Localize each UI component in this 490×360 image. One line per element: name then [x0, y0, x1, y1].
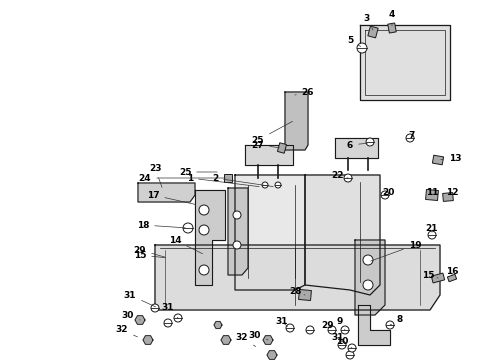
Circle shape	[164, 319, 172, 327]
Text: 25: 25	[252, 121, 293, 144]
Text: 12: 12	[446, 188, 458, 197]
Polygon shape	[135, 316, 145, 324]
Circle shape	[428, 231, 436, 239]
Circle shape	[286, 324, 294, 332]
Bar	[447, 274, 457, 282]
Text: 31: 31	[162, 303, 178, 318]
Circle shape	[233, 241, 241, 249]
Text: 29: 29	[134, 246, 165, 257]
Text: 27: 27	[252, 140, 279, 149]
Bar	[298, 289, 312, 301]
Polygon shape	[228, 188, 248, 275]
Circle shape	[306, 326, 314, 334]
Text: 8: 8	[390, 315, 403, 325]
Text: 29: 29	[322, 320, 334, 329]
Text: 31: 31	[276, 318, 288, 327]
Polygon shape	[235, 175, 305, 290]
Polygon shape	[138, 183, 195, 202]
Polygon shape	[358, 305, 390, 345]
Circle shape	[151, 304, 159, 312]
Circle shape	[363, 280, 373, 290]
Circle shape	[199, 265, 209, 275]
Circle shape	[386, 321, 394, 329]
Polygon shape	[267, 351, 277, 359]
Text: 32: 32	[236, 333, 256, 347]
Text: 31: 31	[332, 333, 344, 343]
Polygon shape	[245, 145, 293, 165]
Bar	[224, 174, 232, 182]
Text: 15: 15	[422, 270, 438, 279]
Text: 1: 1	[187, 174, 259, 186]
Circle shape	[275, 182, 281, 188]
Polygon shape	[360, 25, 450, 100]
Polygon shape	[155, 245, 440, 310]
Bar	[388, 23, 396, 33]
Bar	[368, 26, 378, 38]
Polygon shape	[263, 336, 273, 344]
Text: 30: 30	[122, 310, 140, 320]
Circle shape	[328, 326, 336, 334]
Text: 14: 14	[169, 235, 202, 254]
Polygon shape	[195, 190, 225, 285]
Polygon shape	[143, 336, 153, 344]
Text: 22: 22	[332, 171, 348, 180]
Circle shape	[406, 134, 414, 142]
Text: 20: 20	[382, 188, 394, 197]
Bar	[442, 193, 453, 202]
Text: 28: 28	[289, 288, 305, 297]
Circle shape	[174, 314, 182, 322]
Polygon shape	[335, 138, 378, 158]
Polygon shape	[355, 240, 385, 315]
Bar	[432, 155, 443, 165]
Polygon shape	[285, 92, 308, 150]
Circle shape	[183, 223, 193, 233]
Text: 16: 16	[446, 267, 458, 276]
Polygon shape	[305, 175, 380, 295]
Text: 15: 15	[134, 251, 165, 260]
Circle shape	[381, 191, 389, 199]
Text: 3: 3	[363, 14, 373, 30]
Polygon shape	[214, 321, 222, 328]
Circle shape	[346, 351, 354, 359]
Bar	[431, 273, 445, 283]
Text: 7: 7	[409, 131, 415, 140]
Text: 18: 18	[137, 220, 185, 230]
Circle shape	[233, 211, 241, 219]
Text: 9: 9	[337, 318, 345, 330]
Text: 6: 6	[347, 140, 367, 149]
Text: 21: 21	[426, 224, 438, 233]
Text: 13: 13	[441, 153, 461, 162]
Circle shape	[341, 326, 349, 334]
Circle shape	[262, 182, 268, 188]
Text: 26: 26	[295, 87, 314, 96]
Text: 23: 23	[149, 163, 162, 188]
Text: 31: 31	[124, 291, 155, 307]
Circle shape	[357, 43, 367, 53]
Text: 32: 32	[116, 325, 138, 337]
Circle shape	[363, 255, 373, 265]
Circle shape	[366, 138, 374, 146]
Circle shape	[199, 205, 209, 215]
Text: 24: 24	[139, 174, 225, 183]
Text: 10: 10	[336, 338, 352, 348]
Bar	[426, 189, 439, 201]
Circle shape	[338, 341, 346, 349]
Text: 11: 11	[426, 188, 438, 197]
Circle shape	[348, 344, 356, 352]
Circle shape	[344, 174, 352, 182]
Bar	[277, 143, 287, 153]
Text: 17: 17	[147, 190, 196, 204]
Text: 30: 30	[249, 330, 268, 340]
Text: 25: 25	[179, 167, 217, 176]
Polygon shape	[221, 336, 231, 344]
Text: 4: 4	[389, 9, 395, 26]
Circle shape	[199, 225, 209, 235]
Text: 19: 19	[370, 240, 421, 261]
Text: 2: 2	[212, 174, 273, 186]
Text: 5: 5	[347, 36, 361, 46]
